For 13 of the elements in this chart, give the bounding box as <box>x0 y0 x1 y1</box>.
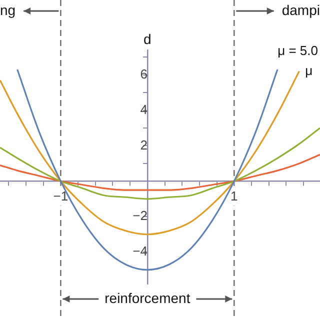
line-series <box>16 68 278 271</box>
text: ng <box>0 2 16 18</box>
y-tick-label: −2 <box>132 208 148 224</box>
line-series <box>0 70 300 236</box>
line-series <box>0 154 320 191</box>
x-tick-label: 1 <box>230 188 238 204</box>
series-label: μ <box>305 62 313 78</box>
text: dampi <box>282 2 320 18</box>
text: reinforcement <box>104 290 190 306</box>
series-label: μ = 5.0 <box>278 43 318 58</box>
line-series <box>0 127 320 200</box>
y-axis-title: d <box>144 30 152 47</box>
x-tick-label: −1 <box>53 188 68 204</box>
